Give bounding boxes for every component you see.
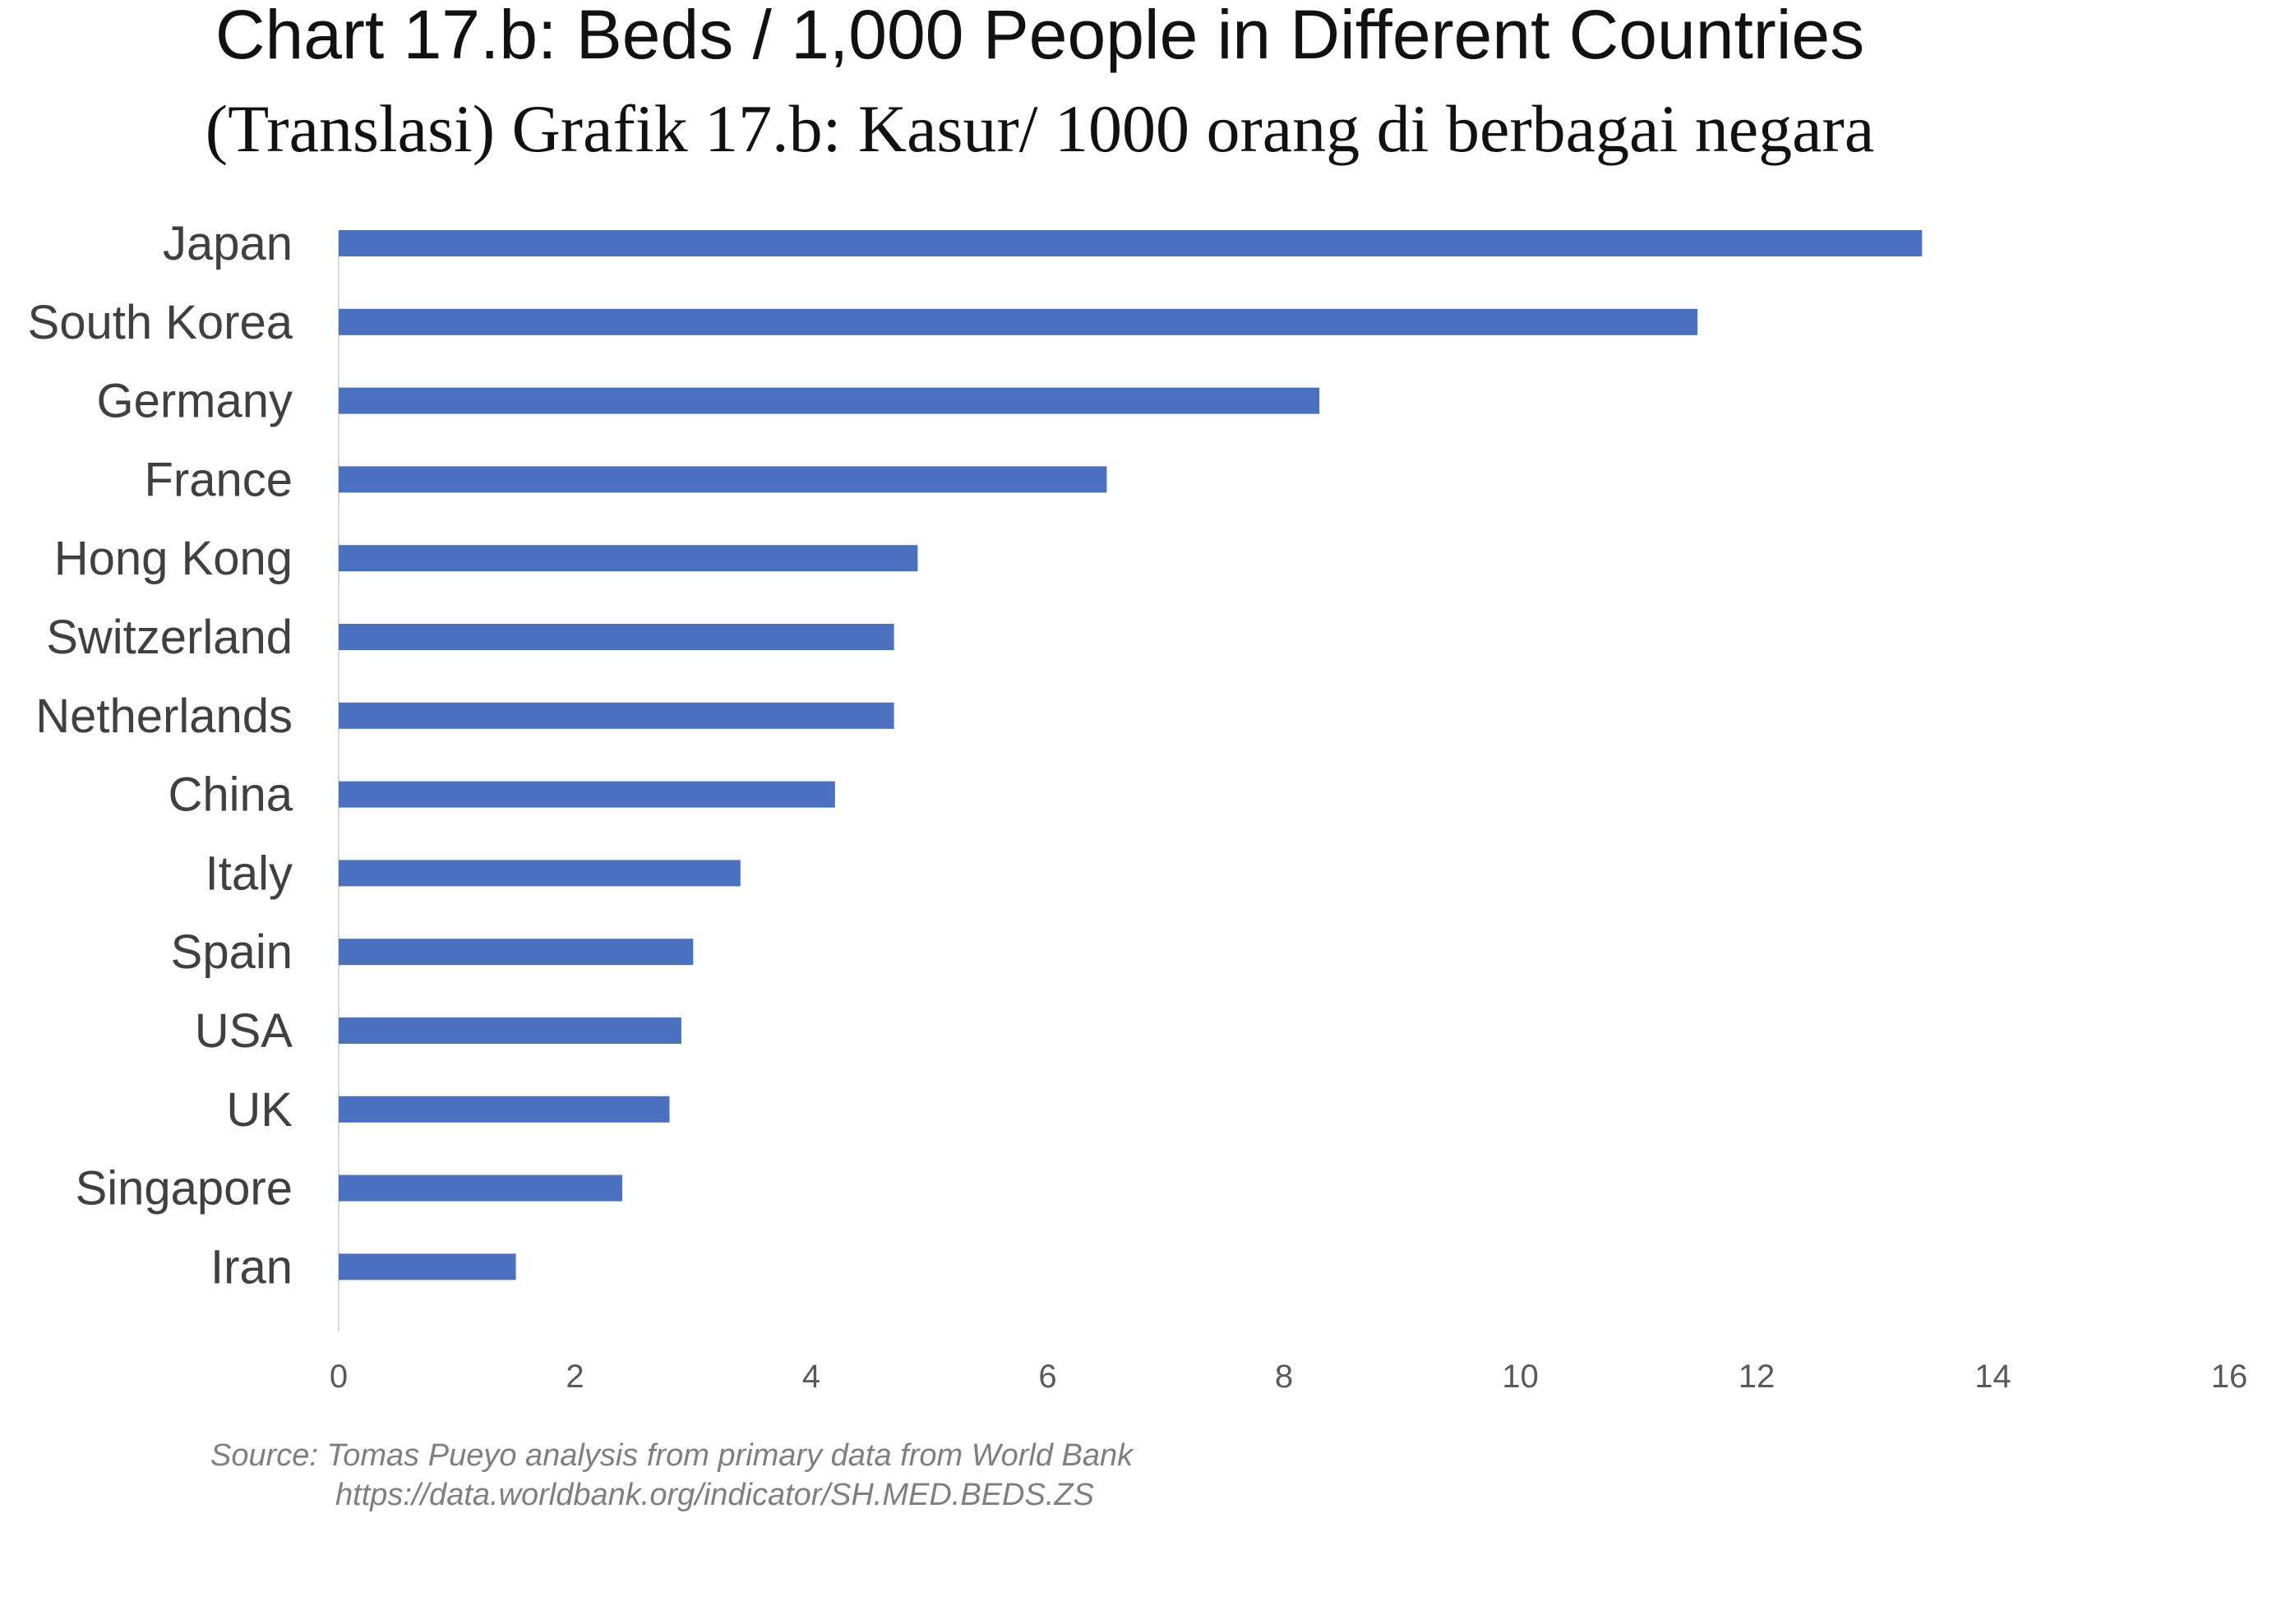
source-url: https://data.worldbank.org/indicator/SH.… (335, 1478, 1094, 1512)
category-label: China (168, 768, 293, 822)
category-label: South Korea (28, 296, 293, 349)
x-tick-label: 0 (330, 1359, 348, 1395)
bar-uk (339, 1096, 670, 1123)
category-label: Germany (96, 375, 293, 428)
x-tick-label: 16 (2211, 1359, 2248, 1395)
bar-france (339, 466, 1107, 493)
bar-singapore (339, 1174, 622, 1202)
x-tick-label: 2 (566, 1359, 584, 1395)
x-tick-label: 10 (1502, 1359, 1539, 1395)
category-label: Netherlands (35, 690, 293, 743)
category-label: Italy (205, 847, 293, 900)
bar-china (339, 781, 835, 808)
bar-iran (339, 1253, 516, 1280)
category-label: Hong Kong (54, 532, 293, 585)
category-label: Japan (163, 217, 293, 270)
bar-south-korea (339, 308, 1698, 335)
category-label: Iran (210, 1240, 293, 1294)
category-label: UK (226, 1083, 293, 1137)
x-tick-label: 6 (1038, 1359, 1056, 1395)
chart-title: Chart 17.b: Beds / 1,000 People in Diffe… (215, 0, 1865, 73)
bar-usa (339, 1017, 681, 1044)
x-tick-label: 8 (1275, 1359, 1293, 1395)
category-label: Switzerland (46, 611, 293, 664)
bar-germany (339, 387, 1320, 414)
category-label: France (144, 453, 293, 506)
bar-netherlands (339, 702, 894, 729)
chart-subtitle: (Translasi) Grafik 17.b: Kasur/ 1000 ora… (205, 91, 1875, 166)
bar-japan (339, 230, 1923, 256)
bar-hong-kong (339, 545, 918, 572)
x-tick-label: 14 (1974, 1359, 2011, 1395)
category-label: Singapore (76, 1162, 293, 1216)
bar-switzerland (339, 624, 894, 650)
x-tick-label: 4 (802, 1359, 820, 1395)
category-label: Spain (171, 925, 293, 979)
x-tick-label: 12 (1739, 1359, 1776, 1395)
category-label: USA (195, 1004, 293, 1058)
bar-spain (339, 939, 694, 966)
bar-italy (339, 860, 741, 887)
source-note: Source: Tomas Pueyo analysis from primar… (210, 1438, 1134, 1473)
